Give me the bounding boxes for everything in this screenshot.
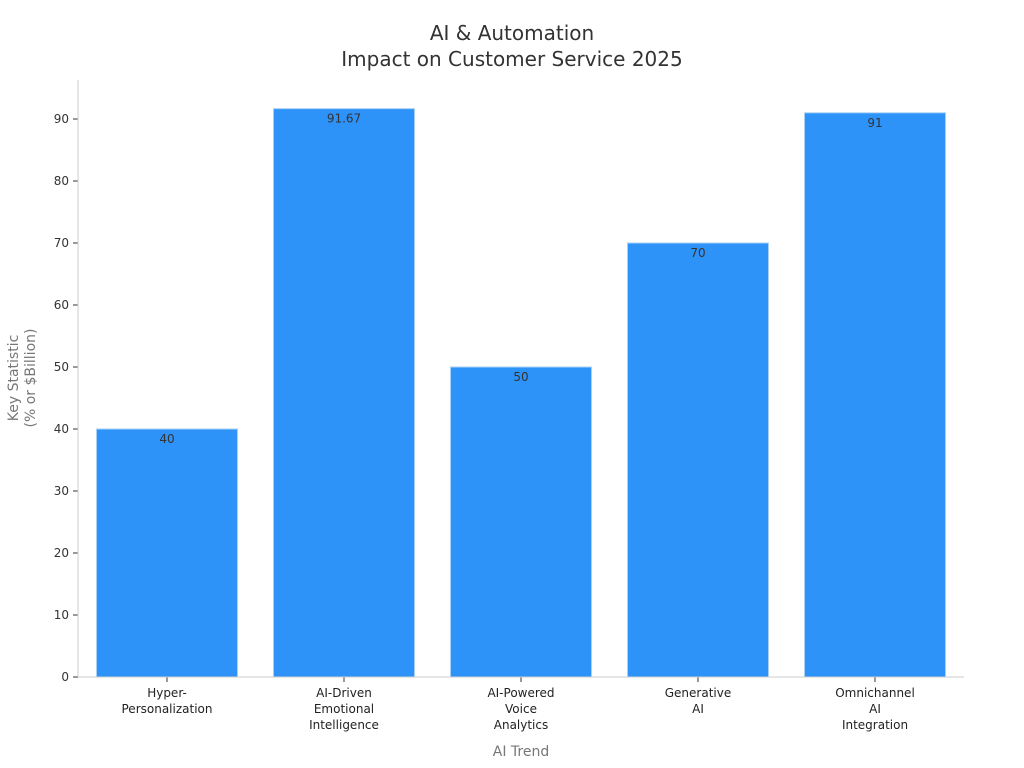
y-tick-label: 90 xyxy=(54,112,69,126)
x-tick-label-line: Omnichannel xyxy=(835,686,915,700)
bar xyxy=(450,366,592,678)
bar xyxy=(804,112,946,678)
chart-title: AI & Automation Impact on Customer Servi… xyxy=(341,21,682,71)
bar xyxy=(627,242,769,678)
y-axis-label-line-1: Key Statistic xyxy=(6,335,22,422)
x-tick-label-line: AI xyxy=(869,702,881,716)
x-tick-label: Omnichannel AI Integration xyxy=(835,686,915,732)
data-label: 40 xyxy=(159,432,174,446)
y-axis-label-line-2: (% or $Billion) xyxy=(23,329,39,428)
x-tick-label-line: AI-Powered xyxy=(487,686,554,700)
x-tick-label: Generative AI xyxy=(665,686,731,716)
x-axis-label: AI Trend xyxy=(493,744,549,760)
x-tick-label-line: AI-Driven xyxy=(316,686,372,700)
x-tick-label-line: Integration xyxy=(842,718,908,732)
bars: 40 91.67 50 70 91 xyxy=(96,108,946,678)
x-axis-ticks: Hyper- Personalization AI-Driven Emotional I… xyxy=(122,677,915,732)
x-tick-label-line: Emotional xyxy=(314,702,374,716)
data-label: 91.67 xyxy=(327,112,361,126)
x-tick-label-line: AI xyxy=(692,702,704,716)
y-axis-ticks: 0 10 20 30 40 50 60 70 80 90 xyxy=(54,112,78,684)
x-tick-label-line: Personalization xyxy=(122,702,213,716)
x-tick-label-line: Voice xyxy=(505,702,537,716)
y-tick-label: 30 xyxy=(54,484,69,498)
y-tick-label: 60 xyxy=(54,298,69,312)
y-tick-label: 0 xyxy=(61,670,69,684)
chart-title-line-2: Impact on Customer Service 2025 xyxy=(341,47,682,71)
y-tick-label: 80 xyxy=(54,174,69,188)
data-label: 70 xyxy=(690,246,705,260)
x-tick-label-line: Generative xyxy=(665,686,731,700)
data-label: 50 xyxy=(513,370,528,384)
x-tick-label-line: Analytics xyxy=(494,718,549,732)
x-tick-label: AI-Powered Voice Analytics xyxy=(487,686,554,732)
y-tick-label: 20 xyxy=(54,546,69,560)
y-axis-label: Key Statistic (% or $Billion) xyxy=(6,329,39,428)
y-tick-label: 10 xyxy=(54,608,69,622)
y-tick-label: 40 xyxy=(54,422,69,436)
bar xyxy=(96,428,238,678)
x-tick-label-line: Intelligence xyxy=(309,718,379,732)
y-tick-label: 70 xyxy=(54,236,69,250)
x-tick-label-line: Hyper- xyxy=(147,686,187,700)
x-tick-label: Hyper- Personalization xyxy=(122,686,213,716)
data-label: 91 xyxy=(867,116,882,130)
y-tick-label: 50 xyxy=(54,360,69,374)
bar xyxy=(273,108,415,678)
chart-title-line-1: AI & Automation xyxy=(430,21,594,45)
x-tick-label: AI-Driven Emotional Intelligence xyxy=(309,686,379,732)
